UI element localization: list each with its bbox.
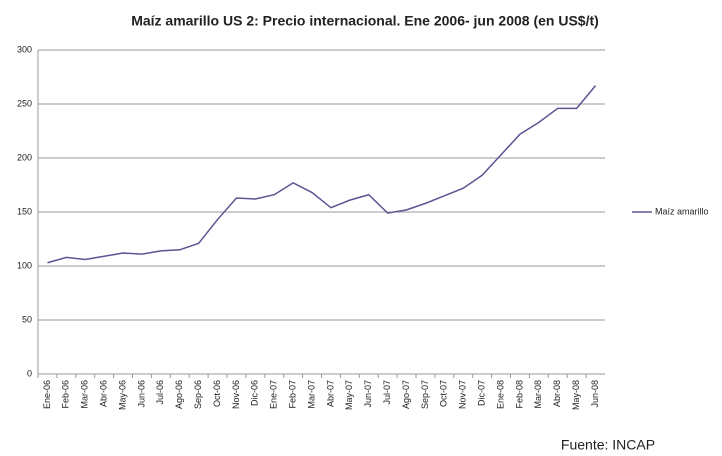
x-tick-label: Ene-08 — [495, 380, 505, 409]
x-tick-label: Abr-06 — [99, 380, 109, 407]
x-tick-label: Feb-07 — [288, 380, 298, 409]
x-tick-label: Nov-07 — [458, 380, 468, 409]
x-tick-label: Sep-07 — [420, 380, 430, 409]
x-tick-label: Abr-07 — [325, 380, 335, 407]
y-tick-label: 0 — [27, 368, 32, 378]
x-tick-label: Abr-08 — [552, 380, 562, 407]
x-tick-label: Jun-07 — [363, 380, 373, 408]
y-tick-label: 200 — [17, 152, 32, 162]
x-tick-label: Jun-08 — [590, 380, 600, 408]
x-tick-label: Dic-06 — [250, 380, 260, 406]
x-tick-label: Ago-07 — [401, 380, 411, 409]
x-tick-label: Dic-07 — [477, 380, 487, 406]
y-tick-label: 150 — [17, 206, 32, 216]
x-tick-label: May-06 — [117, 380, 127, 410]
y-tick-label: 300 — [17, 44, 32, 54]
chart-title: Maíz amarillo US 2: Precio internacional… — [131, 13, 599, 29]
y-tick-label: 250 — [17, 98, 32, 108]
x-tick-label: Oct-07 — [439, 380, 449, 407]
x-tick-label: Mar-06 — [80, 380, 90, 409]
x-tick-label: Oct-06 — [212, 380, 222, 407]
x-tick-label: Feb-08 — [514, 380, 524, 409]
legend-label: Maíz amarillo — [655, 206, 709, 216]
y-tick-label: 100 — [17, 260, 32, 270]
x-tick-label: Mar-07 — [306, 380, 316, 409]
x-tick-label: Jul-07 — [382, 380, 392, 405]
source: Fuente: INCAP — [561, 437, 655, 453]
x-tick-label: Feb-06 — [61, 380, 71, 409]
x-tick-label: Sep-06 — [193, 380, 203, 409]
x-tick-label: Ago-06 — [174, 380, 184, 409]
x-tick-label: Mar-08 — [533, 380, 543, 409]
y-tick-label: 50 — [22, 314, 32, 324]
x-tick-label: Jul-06 — [155, 380, 165, 405]
line — [47, 85, 597, 264]
x-tick-label: May-07 — [344, 380, 354, 410]
x-tick-label: Ene-06 — [42, 380, 52, 409]
x-tick-label: May-08 — [571, 380, 581, 410]
x-tick-label: Ene-07 — [269, 380, 279, 409]
x-tick-label: Jun-06 — [136, 380, 146, 408]
x-tick-label: Nov-06 — [231, 380, 241, 409]
